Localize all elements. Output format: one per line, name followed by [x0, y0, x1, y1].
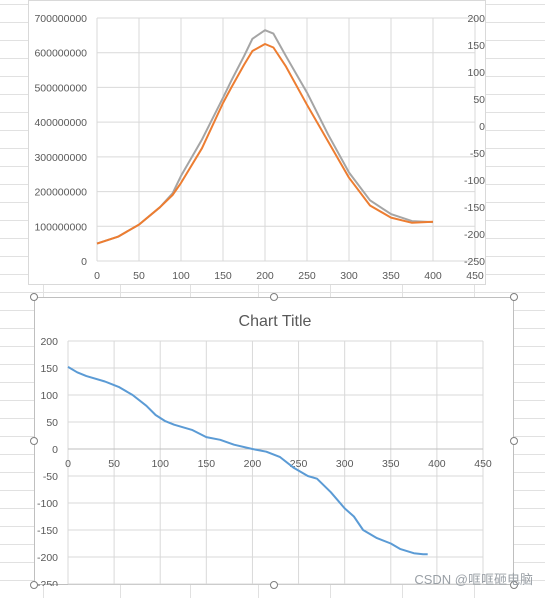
chart-title: Chart Title — [239, 313, 312, 330]
y-tick-label: -50 — [43, 471, 58, 483]
y-tick-label-primary: 600000000 — [34, 48, 87, 60]
resize-handle-middle-left[interactable] — [30, 437, 38, 445]
x-tick-label: 100 — [151, 458, 169, 470]
y-tick-label: -250 — [37, 579, 58, 586]
chart-lower-plot: Chart Title 200 150 100 50 0 -50 -100 -150 -200 -2… — [37, 313, 492, 591]
y-tick-label: 200 — [40, 336, 58, 348]
y-tick-label-secondary: 0 — [479, 121, 485, 133]
y-tick-label-primary: 300000000 — [34, 152, 87, 164]
y-tick-label-secondary: 100 — [467, 67, 485, 79]
x-tick-label: 150 — [214, 270, 232, 282]
y-tick-label: 0 — [52, 444, 58, 456]
x-tick-label: 350 — [382, 270, 400, 282]
resize-handle-bottom-left[interactable] — [30, 581, 38, 589]
y-tick-label-secondary: -50 — [470, 148, 485, 160]
x-tick-label: 400 — [424, 270, 442, 282]
chart-upper-plot: 0100000000200000000300000000400000000500… — [34, 13, 485, 282]
x-tick-label: 200 — [244, 458, 262, 470]
x-tick-label: 100 — [172, 270, 190, 282]
chart-lower-selected[interactable]: Chart Title 200 150 100 50 0 -50 -100 -150 -200 -2… — [34, 297, 514, 591]
y-tick-label: 150 — [40, 363, 58, 375]
y-tick-label-secondary: 200 — [467, 13, 485, 25]
x-tick-label: 0 — [94, 270, 100, 282]
y-tick-label: -200 — [37, 552, 58, 564]
x-tick-label: 300 — [336, 458, 354, 470]
x-tick-label: 150 — [198, 458, 216, 470]
y-tick-label-primary: 700000000 — [34, 13, 87, 25]
y-tick-label-secondary: -100 — [464, 175, 485, 187]
y-tick-label-secondary: -250 — [464, 256, 485, 268]
y-tick-label-secondary: 150 — [467, 40, 485, 52]
x-tick-label: 200 — [256, 270, 274, 282]
y-tick-label-primary: 500000000 — [34, 82, 87, 94]
resize-handle-top-right[interactable] — [510, 293, 518, 301]
y-tick-label: 50 — [46, 417, 58, 429]
resize-handle-bottom-center[interactable] — [270, 581, 278, 589]
x-tick-label: 50 — [108, 458, 120, 470]
watermark-text: CSDN @哐哐砸电脑 — [414, 572, 533, 587]
resize-handle-middle-right[interactable] — [510, 437, 518, 445]
series-line-2 — [96, 43, 434, 245]
resize-handle-top-left[interactable] — [30, 293, 38, 301]
x-tick-label: 350 — [382, 458, 400, 470]
x-tick-label: 0 — [65, 458, 71, 470]
y-tick-label-secondary: -200 — [464, 229, 485, 241]
y-tick-label-primary: 0 — [81, 256, 87, 268]
resize-handle-top-center[interactable] — [270, 293, 278, 301]
y-tick-label-primary: 400000000 — [34, 117, 87, 129]
series-line-1 — [67, 366, 428, 556]
y-tick-label: -150 — [37, 525, 58, 537]
x-tick-label: 450 — [474, 458, 492, 470]
y-tick-label-primary: 100000000 — [34, 221, 87, 233]
x-tick-label: 300 — [340, 270, 358, 282]
y-tick-label-primary: 200000000 — [34, 187, 87, 199]
x-tick-label: 50 — [133, 270, 145, 282]
y-tick-label-secondary: 50 — [473, 94, 485, 106]
x-tick-label: 250 — [298, 270, 316, 282]
chart-upper[interactable]: 0 100000000 200000000 300000000 400000000 500… — [28, 0, 486, 285]
x-tick-label: 250 — [290, 458, 308, 470]
x-tick-label: 400 — [428, 458, 446, 470]
x-tick-label: 450 — [466, 270, 484, 282]
y-tick-label-secondary: -150 — [464, 202, 485, 214]
resize-handle-bottom-right[interactable] — [510, 581, 518, 589]
y-tick-label: 100 — [40, 390, 58, 402]
y-tick-label: -100 — [37, 498, 58, 510]
